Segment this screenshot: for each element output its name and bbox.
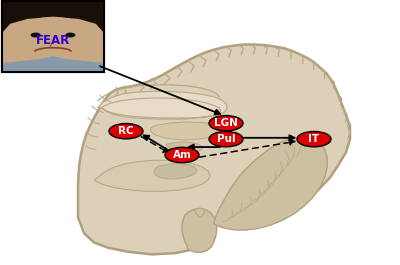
Text: FEAR: FEAR: [36, 34, 70, 47]
Ellipse shape: [30, 33, 41, 37]
Ellipse shape: [297, 131, 331, 147]
Ellipse shape: [209, 116, 243, 131]
Text: Pul: Pul: [217, 134, 235, 144]
Ellipse shape: [109, 123, 143, 139]
Polygon shape: [78, 45, 350, 254]
Text: RC: RC: [118, 126, 134, 136]
Bar: [2, 1, 104, 72]
Polygon shape: [194, 208, 205, 218]
Polygon shape: [2, 56, 104, 72]
Text: LGN: LGN: [214, 118, 238, 128]
Ellipse shape: [12, 17, 94, 67]
Polygon shape: [2, 1, 104, 33]
Bar: [2, 1, 104, 72]
Ellipse shape: [165, 147, 199, 163]
Text: Am: Am: [172, 150, 192, 160]
Ellipse shape: [65, 33, 76, 37]
Ellipse shape: [209, 131, 243, 147]
Polygon shape: [98, 91, 227, 119]
Polygon shape: [150, 122, 223, 140]
Bar: [2, 1, 104, 72]
Polygon shape: [182, 209, 217, 252]
Polygon shape: [154, 164, 197, 179]
Text: IT: IT: [308, 134, 320, 144]
Polygon shape: [214, 137, 327, 230]
Polygon shape: [166, 142, 203, 152]
Polygon shape: [94, 160, 210, 191]
